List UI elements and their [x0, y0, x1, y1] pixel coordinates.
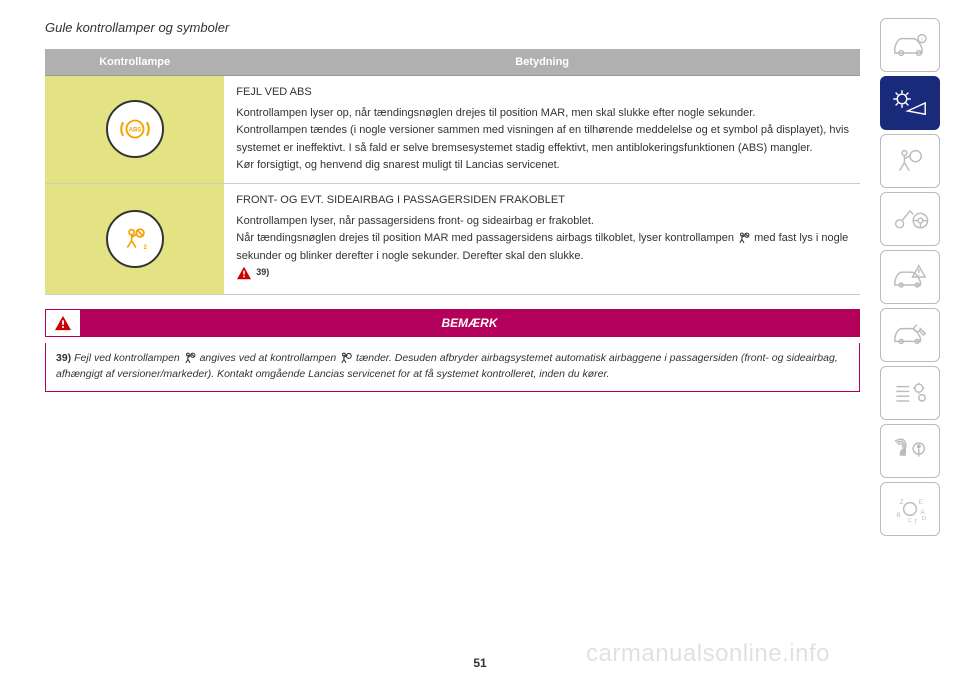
lamp-cell-airbag-off: 2 — [45, 183, 224, 294]
warning-reference: 39) — [236, 265, 269, 279]
meaning-cell: FEJL VED ABS Kontrollampen lyser op, når… — [224, 76, 860, 184]
svg-text:2: 2 — [143, 245, 147, 251]
tab-airbag[interactable] — [880, 134, 940, 188]
row-line: Når tændingsnøglen drejes til position M… — [236, 230, 850, 265]
tab-dashboard-light[interactable] — [880, 76, 940, 130]
svg-text:Z: Z — [900, 499, 904, 506]
note-header: BEMÆRK — [45, 309, 860, 337]
row-title: FRONT- OG EVT. SIDEAIRBAG I PASSAGERSIDE… — [236, 192, 850, 210]
svg-text:ABS: ABS — [128, 128, 141, 134]
svg-text:T: T — [914, 519, 918, 525]
warning-triangle-icon — [236, 266, 252, 280]
table-row: ABS FEJL VED ABS Kontrollampen lyser op,… — [45, 76, 860, 184]
lamp-cell-abs: ABS — [45, 76, 224, 184]
chapter-sidebar: i — [880, 18, 940, 536]
section-title: Gule kontrollamper og symboler — [45, 20, 860, 35]
tab-car-wrench[interactable] — [880, 308, 940, 362]
tab-car-warning[interactable] — [880, 250, 940, 304]
meaning-cell: FRONT- OG EVT. SIDEAIRBAG I PASSAGERSIDE… — [224, 183, 860, 294]
svg-text:C: C — [908, 518, 912, 524]
watermark: carmanualsonline.info — [586, 640, 830, 668]
svg-text:E: E — [919, 499, 923, 506]
tab-list-gears[interactable] — [880, 366, 940, 420]
row-line: Kontrollampen lyser op, når tændingsnøgl… — [236, 105, 850, 123]
table-header-lamp: Kontrollampe — [45, 49, 224, 76]
tab-alphabet[interactable]: Z E B A D C T — [880, 482, 940, 536]
tab-key-wheel[interactable] — [880, 192, 940, 246]
row-line: Kontrollampen tændes (i nogle versioner … — [236, 122, 850, 157]
svg-text:i: i — [921, 37, 922, 43]
svg-text:D: D — [922, 516, 926, 522]
airbag-inline-icon — [339, 351, 353, 365]
row-line: Kontrollampen lyser, når passagersidens … — [236, 213, 850, 231]
warning-triangle-icon — [46, 315, 80, 331]
airbag-off-inline-icon — [183, 351, 197, 365]
svg-text:B: B — [896, 512, 900, 519]
row-title: FEJL VED ABS — [236, 84, 850, 102]
airbag-off-icon: 2 — [106, 210, 164, 268]
note-body: 39) Fejl ved kontrollampen angives ved a… — [45, 343, 860, 392]
warning-lamp-table: Kontrollampe Betydning ABS — [45, 49, 860, 295]
tab-car-info[interactable]: i — [880, 18, 940, 72]
airbag-off-inline-icon — [737, 231, 751, 245]
table-header-meaning: Betydning — [224, 49, 860, 76]
svg-text:A: A — [920, 509, 925, 516]
row-line: Kør forsigtigt, og henvend dig snarest m… — [236, 157, 850, 175]
abs-icon: ABS — [106, 100, 164, 158]
page-number: 51 — [473, 656, 486, 670]
tab-media-pin[interactable] — [880, 424, 940, 478]
note-header-title: BEMÆRK — [80, 310, 859, 336]
table-row: 2 FRONT- OG EVT. SIDEAIRBAG I PASSAGERSI… — [45, 183, 860, 294]
